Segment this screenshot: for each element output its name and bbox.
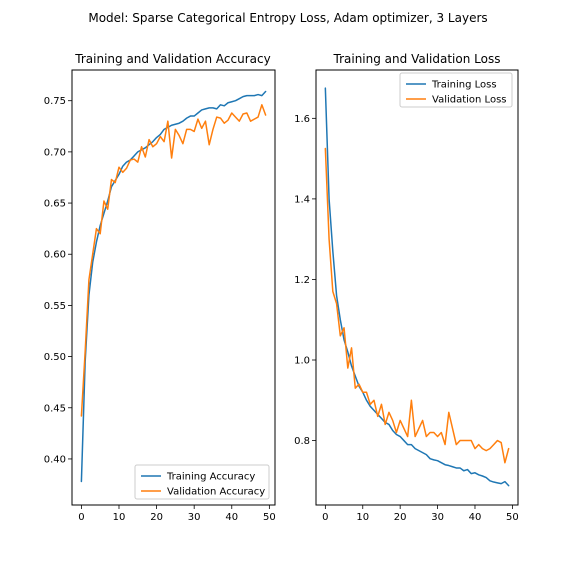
loss-y-tick-label: 0.8 <box>294 436 310 447</box>
accuracy-x-tick-label: 30 <box>188 512 201 523</box>
accuracy-legend-box <box>134 464 270 500</box>
accuracy-x-tick-label: 10 <box>113 512 126 523</box>
loss-y-tick-label: 1.6 <box>294 114 310 125</box>
loss-x-tick-label: 10 <box>356 512 369 523</box>
accuracy-series-training-accuracy <box>80 90 267 483</box>
loss-x-tick-label: 30 <box>431 512 444 523</box>
loss-plot: Training and Validation Loss 0 10 20 30 40 50… <box>294 52 519 523</box>
loss-x-tick-label: 40 <box>469 512 482 523</box>
accuracy-plot-title: Training and Validation Accuracy <box>74 52 270 66</box>
accuracy-y-tick-label: 0.45 <box>44 403 66 414</box>
accuracy-legend-label: Validation Accuracy <box>167 487 265 498</box>
loss-legend-box <box>399 72 513 108</box>
accuracy-y-tick-label: 0.40 <box>44 454 66 465</box>
loss-x-tick-label: 20 <box>394 512 407 523</box>
accuracy-series-validation-accuracy <box>80 104 267 417</box>
loss-legend: Training Loss Validation Loss <box>399 72 513 108</box>
accuracy-x-tick-label: 40 <box>225 512 238 523</box>
loss-series-validation-loss <box>324 147 510 464</box>
accuracy-y-tick-label: 0.65 <box>44 199 66 210</box>
accuracy-y-tick-label: 0.75 <box>44 96 66 107</box>
loss-legend-label: Validation Loss <box>432 95 507 106</box>
accuracy-plot: Training and Validation Accuracy 0 10 20 30… <box>44 52 276 523</box>
accuracy-axes-frame <box>71 69 276 506</box>
accuracy-x-tick-label: 50 <box>263 512 276 523</box>
figure-title: Model: Sparse Categorical Entropy Loss, … <box>88 11 487 25</box>
accuracy-y-tick-label: 0.55 <box>44 301 66 312</box>
loss-plot-title: Training and Validation Loss <box>333 52 501 66</box>
accuracy-y-tick-label: 0.60 <box>44 250 66 261</box>
loss-x-tick-label: 0 <box>322 512 328 523</box>
loss-plot-area: 0 10 20 30 40 50 0.8 1.0 1.2 1.4 1.6 Training Loss V… <box>294 69 519 523</box>
loss-legend-label: Training Loss <box>431 80 497 91</box>
loss-series-training-loss <box>324 87 510 487</box>
accuracy-x-tick-label: 20 <box>150 512 163 523</box>
loss-y-tick-label: 1.2 <box>294 275 310 286</box>
loss-axes-frame <box>315 69 519 506</box>
accuracy-y-tick-label: 0.50 <box>44 352 66 363</box>
loss-x-tick-label: 50 <box>506 512 519 523</box>
accuracy-legend: Training Accuracy Validation Accuracy <box>134 464 270 500</box>
accuracy-legend-label: Training Accuracy <box>166 472 255 483</box>
accuracy-x-tick-label: 0 <box>78 512 84 523</box>
loss-y-tick-label: 1.4 <box>294 194 310 205</box>
loss-y-tick-label: 1.0 <box>294 356 310 367</box>
accuracy-plot-area: 0 10 20 30 40 50 0.40 0.45 0.50 0.55 0.60 0.65 0.70 0… <box>44 69 276 523</box>
accuracy-y-tick-label: 0.70 <box>44 147 66 158</box>
